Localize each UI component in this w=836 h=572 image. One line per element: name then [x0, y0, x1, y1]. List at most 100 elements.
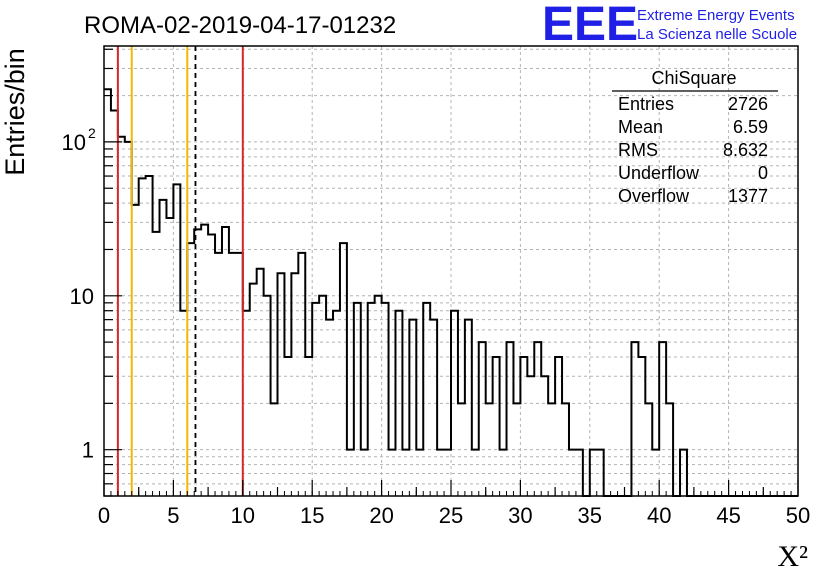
histogram-bin	[527, 376, 534, 496]
histogram-bin	[423, 303, 430, 496]
histogram-bin	[472, 450, 479, 496]
histogram-bin	[187, 243, 194, 496]
histogram-bin	[118, 137, 125, 496]
histogram-bin	[201, 225, 208, 496]
histogram-bin	[507, 342, 514, 496]
x-tick-label: 50	[786, 503, 810, 528]
histogram-bin	[243, 311, 250, 496]
histogram-bin	[631, 342, 638, 496]
histogram-bin	[437, 450, 444, 496]
histogram-bin	[264, 296, 271, 496]
histogram-bin	[659, 342, 666, 496]
stats-label: Overflow	[618, 186, 690, 206]
histogram-bin	[479, 342, 486, 496]
histogram-bin	[590, 450, 597, 496]
x-tick-label: 15	[300, 503, 324, 528]
histogram-bin	[493, 357, 500, 496]
y-tick-label: 10	[62, 130, 86, 155]
histogram-bin	[271, 403, 278, 496]
stats-label: Mean	[618, 117, 663, 137]
histogram-bin	[534, 342, 541, 496]
histogram-bin	[458, 403, 465, 496]
y-tick-label: 1	[82, 438, 94, 463]
x-tick-label: 10	[231, 503, 255, 528]
histogram-bin	[465, 320, 472, 496]
stats-label: Entries	[618, 94, 674, 114]
histogram-bin	[395, 311, 402, 496]
logo-line-2: La Scienza nelle Scuole	[637, 26, 797, 43]
histogram-bin	[125, 142, 132, 496]
histogram-bin	[104, 89, 111, 496]
histogram-bin	[597, 450, 604, 496]
histogram-bin	[500, 450, 507, 496]
histogram-bin	[389, 450, 396, 496]
histogram-bin	[284, 357, 291, 496]
x-tick-label: 0	[98, 503, 110, 528]
histogram-bin	[291, 273, 298, 496]
histogram-bin	[416, 450, 423, 496]
histogram-bin	[326, 320, 333, 496]
eee-logo: EEE Extreme Energy Events La Scienza nel…	[542, 0, 797, 51]
histogram-bin	[513, 403, 520, 496]
stats-value: 0	[758, 163, 768, 183]
stats-label: RMS	[618, 140, 658, 160]
x-tick-label: 40	[647, 503, 671, 528]
histogram-bin	[368, 303, 375, 496]
marker-lines	[116, 46, 244, 496]
histogram-bin	[486, 403, 493, 496]
x-tick-label: 45	[716, 503, 740, 528]
chart-title: ROMA-02-2019-04-17-01232	[84, 12, 396, 39]
histogram-bin	[146, 176, 153, 496]
stats-title: ChiSquare	[651, 68, 736, 88]
histogram-bin	[278, 273, 285, 496]
histogram-bin	[305, 357, 312, 496]
histogram-bin	[680, 450, 687, 496]
histogram-bin	[180, 311, 187, 496]
histogram-bin	[555, 357, 562, 496]
stats-label: Underflow	[618, 163, 700, 183]
histogram-bin	[222, 227, 229, 496]
histogram-bin	[166, 218, 173, 496]
stats-value: 6.59	[733, 117, 768, 137]
histogram-bin	[160, 200, 167, 496]
histogram-bars	[104, 88, 798, 497]
histogram-bin	[132, 205, 139, 496]
x-tick-label: 30	[508, 503, 532, 528]
histogram-bin	[638, 357, 645, 496]
y-tick-exponent: 2	[88, 125, 96, 141]
histogram-bin	[576, 450, 583, 496]
x-tick-label: 25	[439, 503, 463, 528]
histogram-bin	[312, 303, 319, 496]
histogram-bin	[666, 403, 673, 496]
histogram-bin	[340, 243, 347, 496]
histogram-bin	[250, 284, 257, 496]
histogram-bin	[319, 296, 326, 496]
histogram-bin	[562, 403, 569, 496]
histogram-bin	[652, 450, 659, 496]
histogram-bin	[444, 450, 451, 496]
eee-logo-mark: EEE	[542, 0, 638, 51]
histogram-bin	[257, 269, 264, 496]
histogram-bin	[645, 403, 652, 496]
histogram-bin	[548, 403, 555, 496]
stats-value: 1377	[728, 186, 768, 206]
histogram-bin	[409, 320, 416, 496]
x-tick-label: 20	[369, 503, 393, 528]
histogram-bin	[569, 450, 576, 496]
histogram-bin	[333, 311, 340, 496]
histogram-bin	[153, 232, 160, 496]
histogram-bin	[173, 184, 180, 496]
stats-value: 8.632	[723, 140, 768, 160]
y-tick-label: 10	[70, 284, 94, 309]
histogram-bin	[451, 311, 458, 496]
histogram-bin	[541, 376, 548, 496]
histogram-bin	[375, 296, 382, 496]
logo-line-1: Extreme Energy Events	[637, 7, 795, 24]
histogram-bin	[354, 303, 361, 496]
histogram-bin	[215, 253, 222, 496]
grid-lines	[104, 46, 798, 497]
histogram-bin	[520, 357, 527, 496]
stats-value: 2726	[728, 94, 768, 114]
